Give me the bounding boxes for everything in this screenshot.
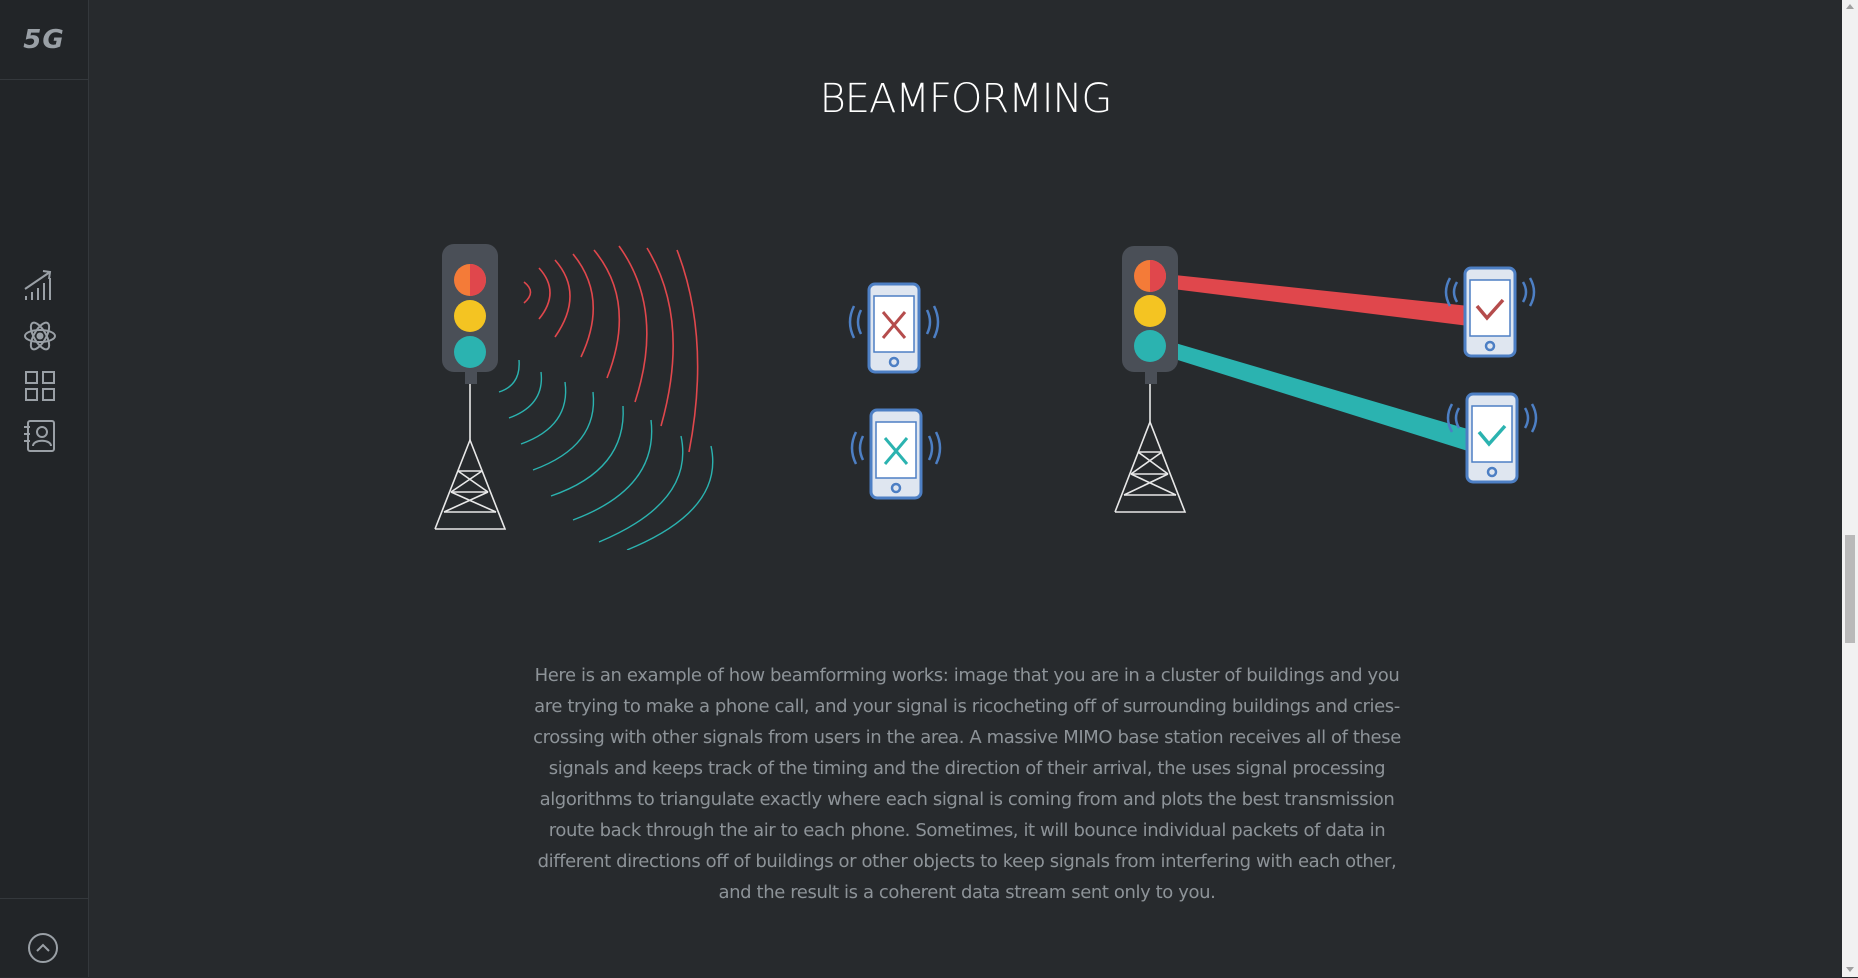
teal-signal-waves bbox=[498, 359, 714, 550]
atom-icon[interactable] bbox=[22, 318, 58, 354]
phone-rejected-icon bbox=[850, 408, 942, 500]
traffic-light-icon bbox=[1122, 246, 1178, 384]
cell-tower-icon bbox=[434, 384, 507, 530]
beamforming-description: Here is an example of how beamforming wo… bbox=[533, 665, 1401, 903]
scattered-signal-illustration bbox=[434, 244, 942, 550]
beamforming-illustration bbox=[1114, 246, 1538, 513]
sidebar-footer bbox=[0, 898, 88, 978]
page-scrollbar[interactable] bbox=[1842, 0, 1858, 977]
contact-card-icon[interactable] bbox=[22, 418, 58, 454]
chevron-up-circle-icon[interactable] bbox=[27, 932, 59, 964]
red-signal-waves bbox=[523, 245, 699, 453]
cell-tower-icon bbox=[1114, 384, 1187, 513]
scrollbar-thumb[interactable] bbox=[1845, 535, 1855, 643]
traffic-light-icon bbox=[442, 244, 498, 384]
phone-rejected-icon bbox=[848, 282, 940, 374]
logo[interactable]: 5G bbox=[0, 0, 88, 80]
scroll-up-arrow[interactable] bbox=[1846, 4, 1854, 9]
chart-growth-icon[interactable] bbox=[22, 267, 58, 303]
phone-accepted-icon bbox=[1444, 266, 1536, 358]
red-beam bbox=[1165, 274, 1469, 326]
grid-icon[interactable] bbox=[22, 368, 58, 404]
main-content: BEAMFORMING bbox=[89, 0, 1842, 977]
phone-accepted-icon bbox=[1446, 392, 1538, 484]
scroll-down-arrow[interactable] bbox=[1846, 967, 1854, 972]
sidebar: 5G bbox=[0, 0, 89, 977]
page-title: BEAMFORMING bbox=[819, 76, 1113, 122]
teal-beam bbox=[1165, 340, 1471, 452]
